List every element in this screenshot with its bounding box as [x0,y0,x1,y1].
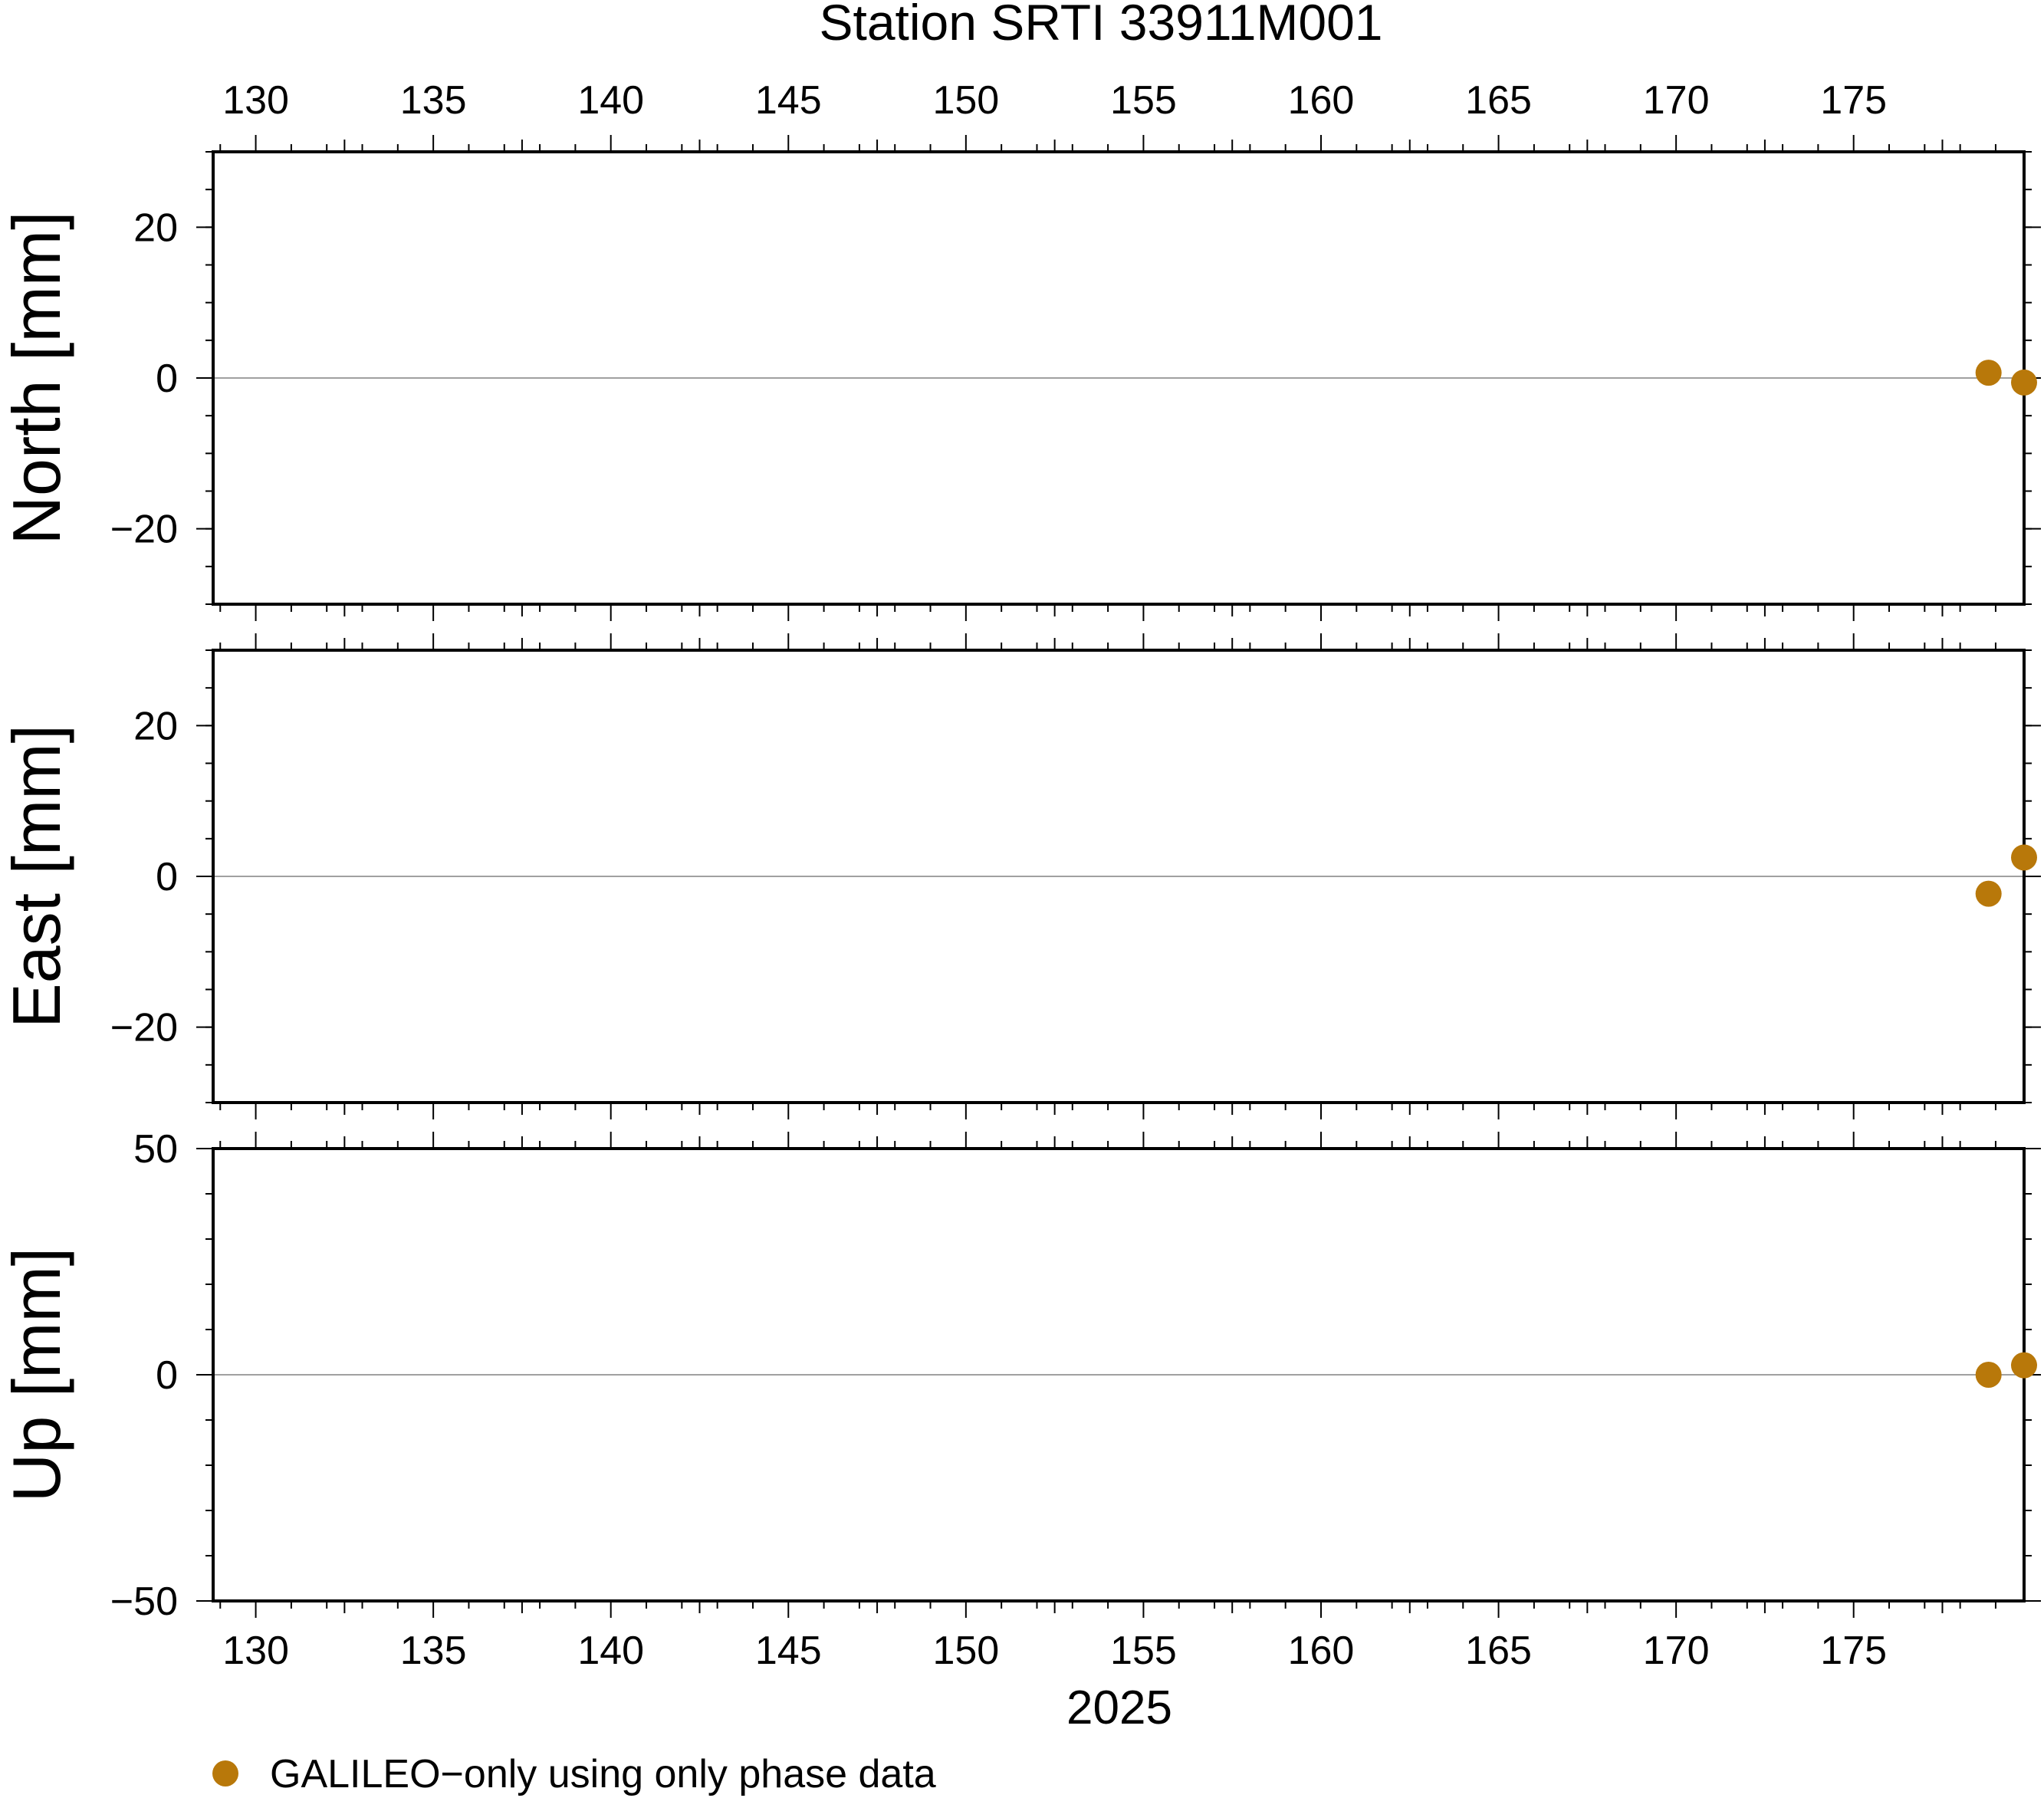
panels: 130 135 140 145 150 155 160 165 170 175 −20 0 20 Nort… [0,78,2041,1673]
data-point [1975,880,2002,907]
panel-up: 130 135 140 145 150 155 160 165 170 175 −50 0 50 Up [… [0,1127,2041,1673]
x-tick-label: 175 [1820,78,1887,123]
y-axis-title: East [mm] [0,725,74,1028]
x-tick-label: 155 [1110,78,1177,123]
x-tick-label: 160 [1288,78,1355,123]
y-tick-label: 50 [133,1127,178,1172]
data-point [2011,844,2037,871]
x-tick-label: 135 [400,78,467,123]
y-axis-title: Up [mm] [0,1247,74,1502]
chart-title: Station SRTI 33911M001 [819,0,1382,51]
x-tick-label: 140 [577,1629,644,1673]
x-tick-label: 135 [400,1629,467,1673]
y-tick-label: 20 [133,205,178,250]
x-tick-label: 155 [1110,1629,1177,1673]
x-tick-label: 130 [222,78,289,123]
x-tick-label: 145 [755,78,822,123]
y-tick-label: −50 [110,1579,178,1624]
y-tick-label: 0 [156,855,178,899]
panel-north: 130 135 140 145 150 155 160 165 170 175 −20 0 20 Nort… [0,78,2041,621]
x-tick-label: 160 [1288,1629,1355,1673]
x-tick-label: 140 [577,78,644,123]
data-point [1975,1362,2002,1388]
y-tick-label: 0 [156,357,178,401]
x-tick-label: 165 [1465,1629,1532,1673]
data-point [2011,369,2037,396]
x-tick-label: 150 [932,1629,999,1673]
y-tick-label: 0 [156,1353,178,1398]
x-tick-label: 145 [755,1629,822,1673]
x-tick-label: 170 [1643,78,1710,123]
y-tick-label: 20 [133,704,178,748]
x-axis-title: 2025 [1066,1681,1172,1734]
legend-label: GALILEO−only using only phase data [270,1752,936,1796]
y-tick-label: −20 [110,508,178,552]
x-tick-label: 130 [222,1629,289,1673]
y-tick-label: −20 [110,1006,178,1050]
panel-east: −20 0 20 East [mm] [0,633,2041,1119]
legend: GALILEO−only using only phase data [212,1752,936,1796]
data-point [1975,360,2002,386]
x-tick-label: 175 [1820,1629,1887,1673]
x-tick-label: 170 [1643,1629,1710,1673]
x-tick-label: 165 [1465,78,1532,123]
data-point [2011,1352,2037,1379]
legend-marker [212,1760,238,1786]
x-tick-label: 150 [932,78,999,123]
y-axis-title: North [mm] [0,211,74,544]
